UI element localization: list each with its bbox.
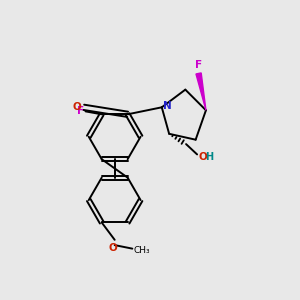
Text: N: N [163, 101, 172, 111]
Text: H: H [206, 152, 214, 162]
Text: O: O [109, 243, 118, 253]
Text: F: F [195, 60, 202, 70]
Polygon shape [196, 73, 206, 110]
Text: F: F [76, 106, 84, 116]
Text: O: O [73, 102, 81, 112]
Text: O: O [199, 152, 208, 162]
Text: CH₃: CH₃ [133, 246, 150, 255]
